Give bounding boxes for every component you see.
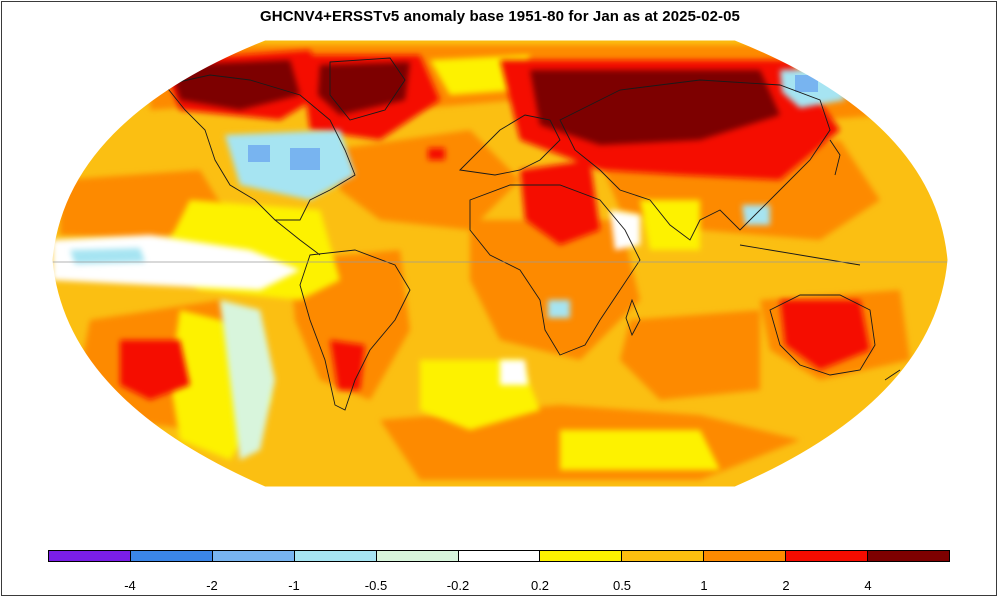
- region-canada-darkred: [170, 60, 300, 110]
- legend-tick-label: -0.5: [364, 578, 388, 593]
- coast-africa: [469, 184, 641, 356]
- coast-europe: [459, 114, 561, 176]
- color-legend-bar: [48, 550, 950, 562]
- legend-swatch: [868, 551, 949, 561]
- coast-south-america: [299, 249, 411, 411]
- region-pacific-lightblue: [70, 248, 145, 264]
- legend-tick-label: -0.2: [446, 578, 470, 593]
- legend-swatch: [786, 551, 869, 561]
- map-title: GHCNV4+ERSSTv5 anomaly base 1951-80 for …: [260, 8, 740, 25]
- legend-swatch: [540, 551, 623, 561]
- region-atlantic-white: [500, 360, 528, 385]
- legend-tick-label: -4: [124, 578, 136, 593]
- legend-tick-label: 0.2: [530, 578, 550, 593]
- legend-tick-label: -1: [288, 578, 300, 593]
- legend-tick-label: 0.5: [612, 578, 632, 593]
- region-south-pacific-red: [120, 340, 190, 400]
- legend-tick-label: 2: [782, 578, 790, 593]
- region-us-blue: [248, 145, 270, 162]
- coast-central-america: [274, 219, 321, 256]
- region-south-pacific-white: [220, 300, 275, 460]
- region-south-atlantic-lightblue: [548, 300, 570, 318]
- region-siberia-blue: [795, 75, 818, 92]
- region-se-asia-lightblue: [742, 205, 770, 225]
- region-indian-ocean-orange: [620, 310, 760, 400]
- color-legend-labels: -4 -2 -1 -0.5 -0.2 0.2 0.5 1 2 4: [48, 578, 950, 594]
- legend-tick-label: -2: [206, 578, 218, 593]
- region-atlantic-spot-red: [428, 148, 445, 160]
- legend-swatch: [49, 551, 131, 561]
- legend-swatch: [704, 551, 787, 561]
- legend-swatch: [212, 551, 295, 561]
- region-siberia-darkred: [530, 70, 780, 145]
- region-us-east-blue: [290, 148, 320, 170]
- region-australia-red: [780, 300, 870, 370]
- region-greenland-darkred: [318, 62, 410, 115]
- legend-swatch: [130, 551, 213, 561]
- region-north-africa-red: [520, 160, 600, 245]
- coastlines: [164, 57, 901, 411]
- legend-tick-label: 4: [864, 578, 872, 593]
- legend-swatch: [458, 551, 541, 561]
- legend-swatch: [294, 551, 377, 561]
- region-north-atlantic-orange: [330, 130, 520, 230]
- legend-tick-label: 1: [700, 578, 708, 593]
- very-hot-anomaly-regions: [170, 60, 780, 145]
- coast-asia: [559, 79, 831, 241]
- cold-core-anomaly-regions: [248, 75, 818, 170]
- coast-japan: [829, 139, 841, 176]
- coast-australia: [769, 294, 876, 376]
- legend-swatch: [622, 551, 705, 561]
- coast-greenland: [329, 57, 406, 121]
- legend-swatch: [376, 551, 459, 561]
- region-southern-yellow: [560, 430, 720, 470]
- coast-north-america: [164, 74, 356, 221]
- coast-madagascar: [625, 298, 641, 337]
